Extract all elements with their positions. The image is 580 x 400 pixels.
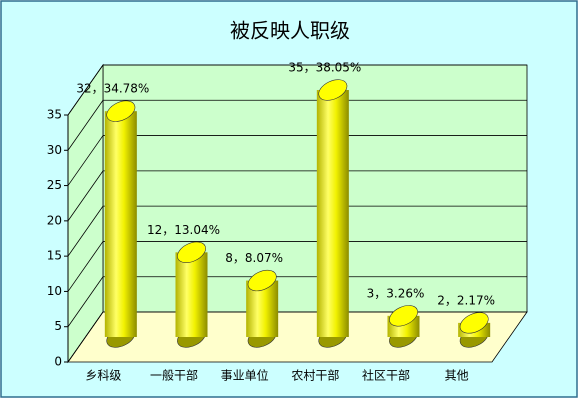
bar [316,90,349,337]
cylinder-top [459,312,489,334]
cylinder-top [247,269,277,292]
data-label: 3，3.26% [367,286,425,300]
cylinder-top [389,305,418,327]
grid-line [67,100,104,151]
y-tick-label: 20 [47,213,62,227]
bar [175,252,208,337]
x-tick-label: 农村干部 [291,368,339,383]
x-tick-label: 社区干部 [362,368,410,383]
chart-title: 被反映人职级 [230,19,350,43]
data-label: 2，2.17% [437,293,495,307]
y-tick-label: 10 [47,284,62,298]
y-tick-label: 30 [47,143,62,157]
cylinder-top [318,79,348,101]
cylinder-top [177,241,206,263]
grid-line [67,64,104,116]
y-tick-label: 25 [47,178,62,192]
x-tick-label: 其他 [445,369,469,383]
x-tick-label: 事业单位 [221,368,269,383]
y-tick-label: 0 [54,355,62,369]
grid-line [67,205,104,257]
grid-line [67,170,104,222]
data-label: 12，13.04% [147,223,220,237]
grid-line [67,135,104,186]
data-label: 32，34.78% [76,82,149,96]
grid-line [67,276,104,327]
y-tick-label: 5 [54,319,62,333]
back-wall [102,64,528,313]
y-tick-label: 15 [47,249,62,263]
data-label: 8，8.07% [225,251,283,265]
bar [104,111,137,338]
x-tick-label: 乡科级 [85,369,121,383]
grid-line [67,311,104,363]
grid-line [67,241,104,292]
cylinder-top [106,100,136,122]
floor [67,311,528,363]
data-label: 35，38.05% [288,61,361,75]
y-tick-label: 35 [47,108,62,122]
x-tick-label: 一般干部 [150,368,198,383]
